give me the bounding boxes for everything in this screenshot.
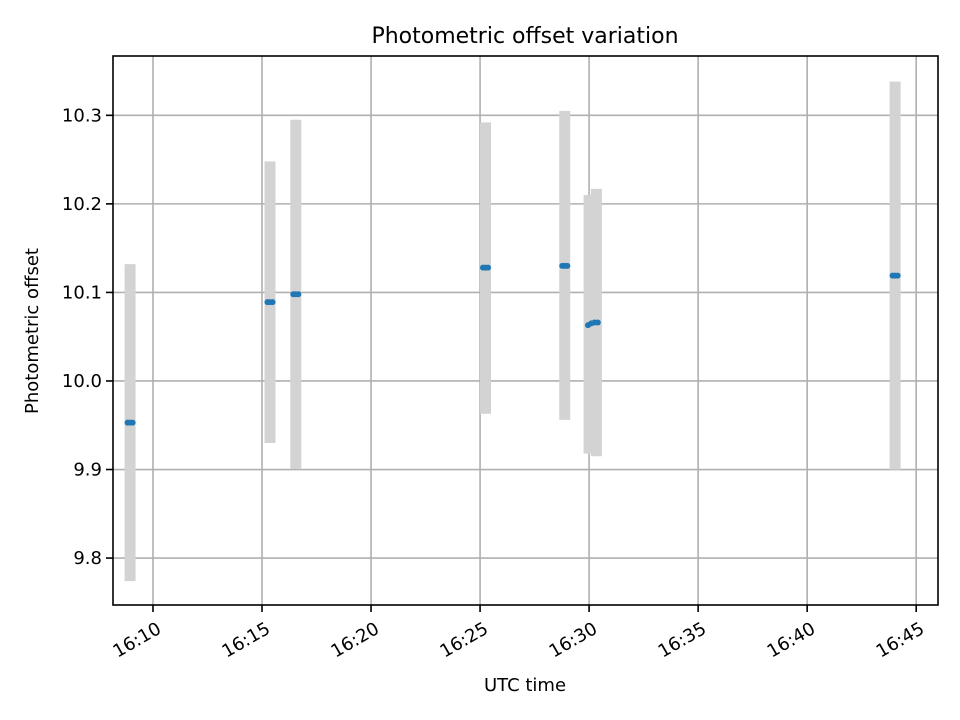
plot-frame: [112, 55, 939, 606]
x-axis-label: UTC time: [484, 675, 566, 696]
data-point-layer: [124, 262, 901, 426]
data-point: [564, 262, 571, 269]
y-tick-label: 9.9: [73, 460, 102, 481]
chart-title: Photometric offset variation: [371, 24, 678, 49]
data-point: [269, 299, 276, 306]
grid-layer: [113, 56, 938, 605]
y-tick-label: 10.3: [62, 105, 102, 126]
y-tick-label: 9.8: [73, 548, 102, 569]
y-axis-label: Photometric offset: [22, 248, 43, 414]
data-point: [295, 291, 302, 298]
y-tick-label: 10.2: [62, 194, 102, 215]
data-point: [485, 264, 492, 271]
y-tick-label: 10.1: [62, 282, 102, 303]
data-point: [894, 272, 901, 279]
data-point: [594, 319, 601, 326]
data-point: [129, 419, 136, 426]
y-tick-label: 10.0: [62, 371, 102, 392]
